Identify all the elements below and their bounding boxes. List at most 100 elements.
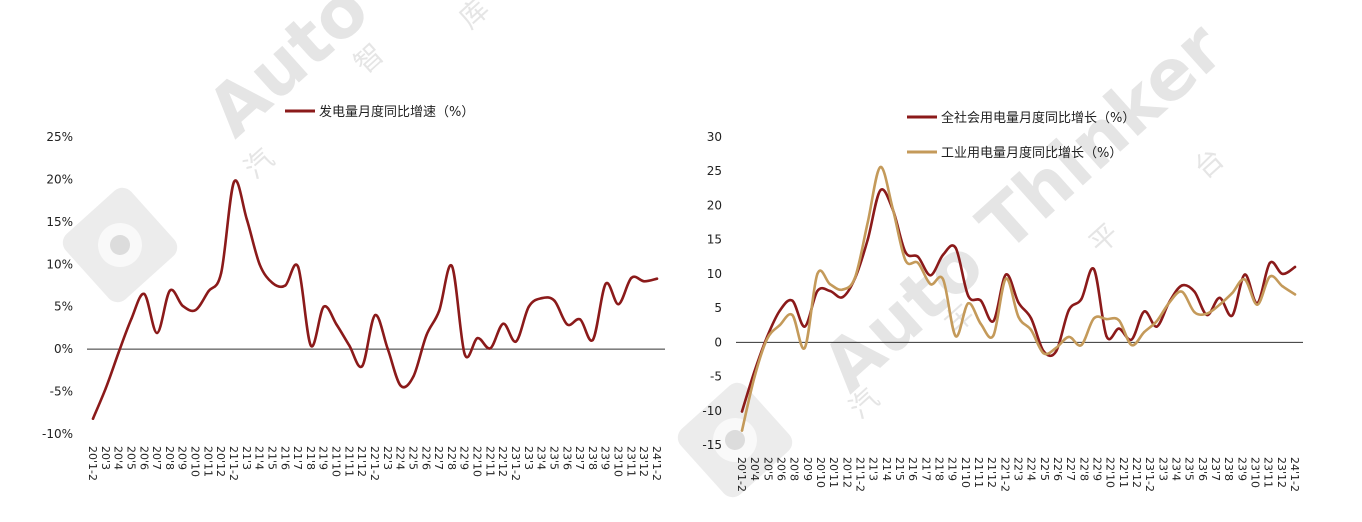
x-tick-label: 20'4 (112, 446, 125, 470)
data-point (655, 277, 659, 280)
data-point (130, 317, 133, 320)
x-tick-label: 21'4 (253, 446, 266, 470)
x-tick-label: 22'3 (381, 446, 394, 470)
y-tick-label: 15 (707, 233, 722, 247)
data-point (591, 338, 595, 341)
x-tick-label: 20'1-2 (86, 446, 99, 481)
data-point (1218, 296, 1221, 299)
watermark-logo-icon-right (677, 382, 793, 498)
y-tick-label: 0% (54, 342, 73, 356)
data-point (578, 318, 582, 321)
x-tick-label: 20'3 (99, 446, 112, 470)
x-tick-label: 22'10 (471, 446, 484, 477)
x-tick-label: 22'12 (1130, 457, 1143, 488)
data-point (566, 323, 569, 326)
data-point (399, 384, 402, 387)
data-point (1143, 330, 1146, 334)
data-point (1055, 346, 1058, 349)
data-point (104, 387, 108, 390)
y-tick-label: -15 (702, 438, 722, 452)
data-point (791, 313, 794, 317)
data-point (1155, 319, 1159, 323)
x-tick-label: 20'9 (801, 457, 814, 481)
x-tick-label: 23'3 (1156, 457, 1169, 481)
data-point (967, 294, 970, 297)
x-tick-label: 22'5 (407, 446, 420, 470)
data-point (476, 336, 479, 340)
y-tick-label: 25 (707, 164, 722, 178)
x-tick-label: 21'8 (933, 457, 946, 481)
data-point (245, 218, 248, 221)
data-point (155, 331, 159, 335)
y-tick-label: -10 (702, 404, 722, 418)
data-point (463, 353, 466, 356)
data-point (1218, 303, 1221, 306)
x-tick-label: 22'4 (394, 446, 407, 470)
x-tick-label: 23'5 (548, 446, 561, 470)
data-point (941, 253, 945, 256)
data-point (335, 323, 338, 326)
data-point (1130, 343, 1133, 347)
data-point (1029, 328, 1033, 332)
x-tick-label: 21'9 (946, 457, 959, 481)
y-tick-label: -5 (710, 370, 722, 384)
data-point (284, 284, 287, 287)
data-point (929, 283, 932, 286)
data-point (540, 297, 543, 300)
x-tick-label: 22'11 (483, 446, 496, 477)
watermark-logo-icon-left (62, 187, 178, 303)
data-point (322, 305, 325, 308)
data-point (1067, 335, 1071, 339)
data-point (220, 271, 223, 274)
data-point (1017, 315, 1020, 319)
x-tick-label: 22'10 (1104, 457, 1117, 488)
data-point (1004, 273, 1008, 276)
legend-label: 全社会用电量月度同比增长（%） (941, 110, 1135, 126)
series-line-1 (91, 179, 659, 420)
watermark-cn-6: 平 (1083, 217, 1126, 260)
x-tick-label: 23'4 (535, 446, 548, 470)
chart-power-generation: -10%-5%0%5%10%15%20%25%20'1-2 20'3 20'4 20'… (42, 104, 665, 481)
x-tick-label: 21'11 (342, 446, 355, 477)
x-tick-label: 23'1-2 (1143, 457, 1156, 492)
x-tick-label: 22'1-2 (998, 457, 1011, 492)
x-tick-label: 21'5 (266, 446, 279, 470)
data-point (1293, 293, 1297, 296)
data-point (1080, 298, 1083, 301)
data-point (954, 335, 957, 338)
data-point (778, 324, 781, 327)
data-point (1105, 335, 1108, 338)
x-tick-label: 21'5 (893, 457, 906, 481)
x-tick-label: 23'11 (624, 446, 637, 477)
data-point (1243, 273, 1246, 276)
x-tick-label: 22'8 (1077, 457, 1090, 481)
data-point (979, 299, 982, 302)
data-point (979, 322, 982, 326)
data-point (1143, 310, 1146, 313)
data-point (117, 351, 120, 354)
data-point (1281, 285, 1284, 288)
data-point (437, 309, 441, 313)
y-tick-label: 5 (714, 301, 722, 315)
data-point (1105, 317, 1108, 321)
x-tick-label: 20'11 (201, 446, 214, 477)
data-point (866, 238, 869, 241)
data-point (941, 278, 945, 281)
x-tick-label: 20'12 (214, 446, 227, 477)
data-point (502, 322, 505, 325)
x-tick-label: 22'9 (458, 446, 471, 470)
y-tick-label: 15% (46, 215, 73, 229)
data-point (373, 314, 377, 317)
x-tick-label: 23'10 (612, 446, 625, 477)
data-point (929, 274, 932, 277)
x-tick-label: 20'11 (827, 457, 840, 488)
data-point (143, 292, 146, 296)
watermark-brand-left: Auto Thinker (192, 0, 625, 153)
x-tick-label: 22'6 (1051, 457, 1064, 481)
data-point (1168, 301, 1171, 304)
data-point (258, 263, 261, 266)
x-tick-label: 20'12 (840, 457, 853, 488)
data-point (992, 319, 995, 323)
data-point (1293, 265, 1297, 269)
y-tick-label: 20 (707, 198, 722, 212)
